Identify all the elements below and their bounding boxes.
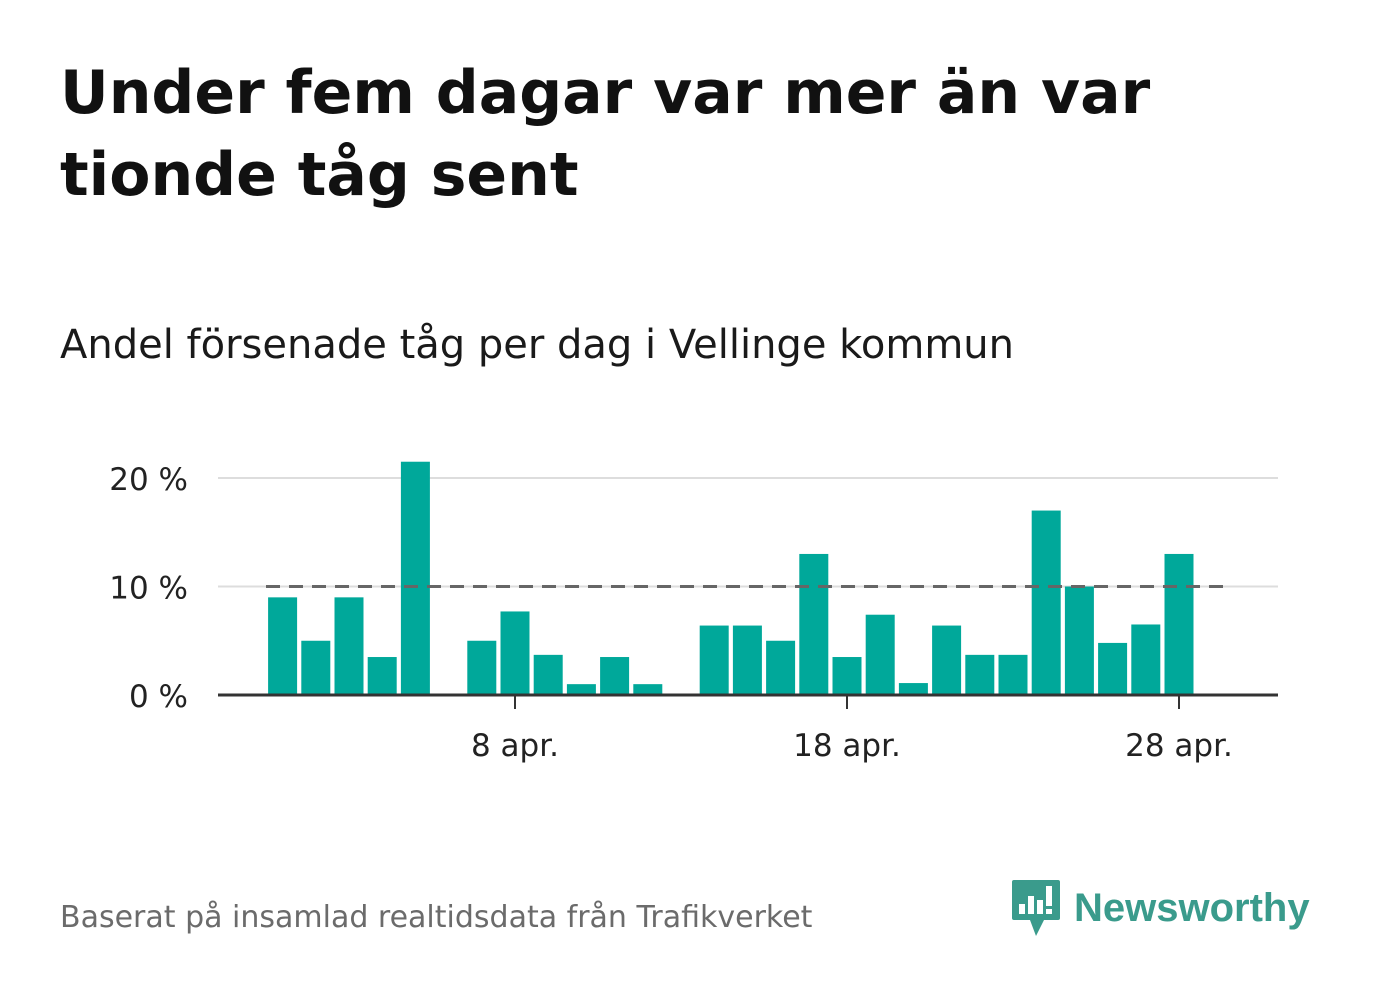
bar [367, 657, 397, 695]
bar [898, 683, 928, 695]
bar [467, 640, 497, 695]
bar [301, 640, 331, 695]
chart-title: Under fem dagar var mer än var tionde tå… [60, 58, 1151, 210]
bar [566, 684, 596, 695]
bar [268, 597, 298, 695]
bar [965, 654, 995, 695]
newsworthy-logo-icon [1012, 880, 1060, 936]
bar [400, 461, 430, 695]
source-note: Baserat på insamlad realtidsdata från Tr… [60, 900, 813, 935]
bar [1064, 586, 1094, 695]
y-tick-label: 10 % [109, 571, 188, 607]
bar [766, 640, 796, 695]
bar [533, 654, 563, 695]
bar [1098, 642, 1128, 695]
bar [500, 611, 530, 695]
y-tick-label: 20 % [109, 462, 188, 498]
bar [732, 625, 762, 695]
bar [334, 597, 364, 695]
bar [633, 684, 663, 695]
newsworthy-logo: Newsworthy [1010, 878, 1310, 938]
bar [932, 625, 962, 695]
bar [699, 625, 729, 695]
x-tick-label: 8 apr. [471, 728, 559, 764]
x-tick-label: 28 apr. [1125, 728, 1233, 764]
y-tick-label: 0 % [129, 679, 188, 715]
logo-text: Newsworthy [1074, 885, 1310, 930]
bar [799, 553, 829, 695]
chart-subtitle: Andel försenade tåg per dag i Vellinge k… [60, 322, 1014, 368]
bars [268, 461, 1194, 695]
bar [1031, 510, 1061, 695]
bar [832, 657, 862, 695]
bar [1164, 553, 1194, 695]
bar [998, 654, 1028, 695]
grid-lines [218, 477, 1278, 588]
bar [1131, 624, 1161, 695]
bar [600, 657, 630, 695]
bar [865, 614, 895, 695]
x-tick-label: 18 apr. [793, 728, 901, 764]
axes: 0 % 10 % 20 % 8 apr. 18 apr. 28 apr. [109, 462, 1278, 764]
